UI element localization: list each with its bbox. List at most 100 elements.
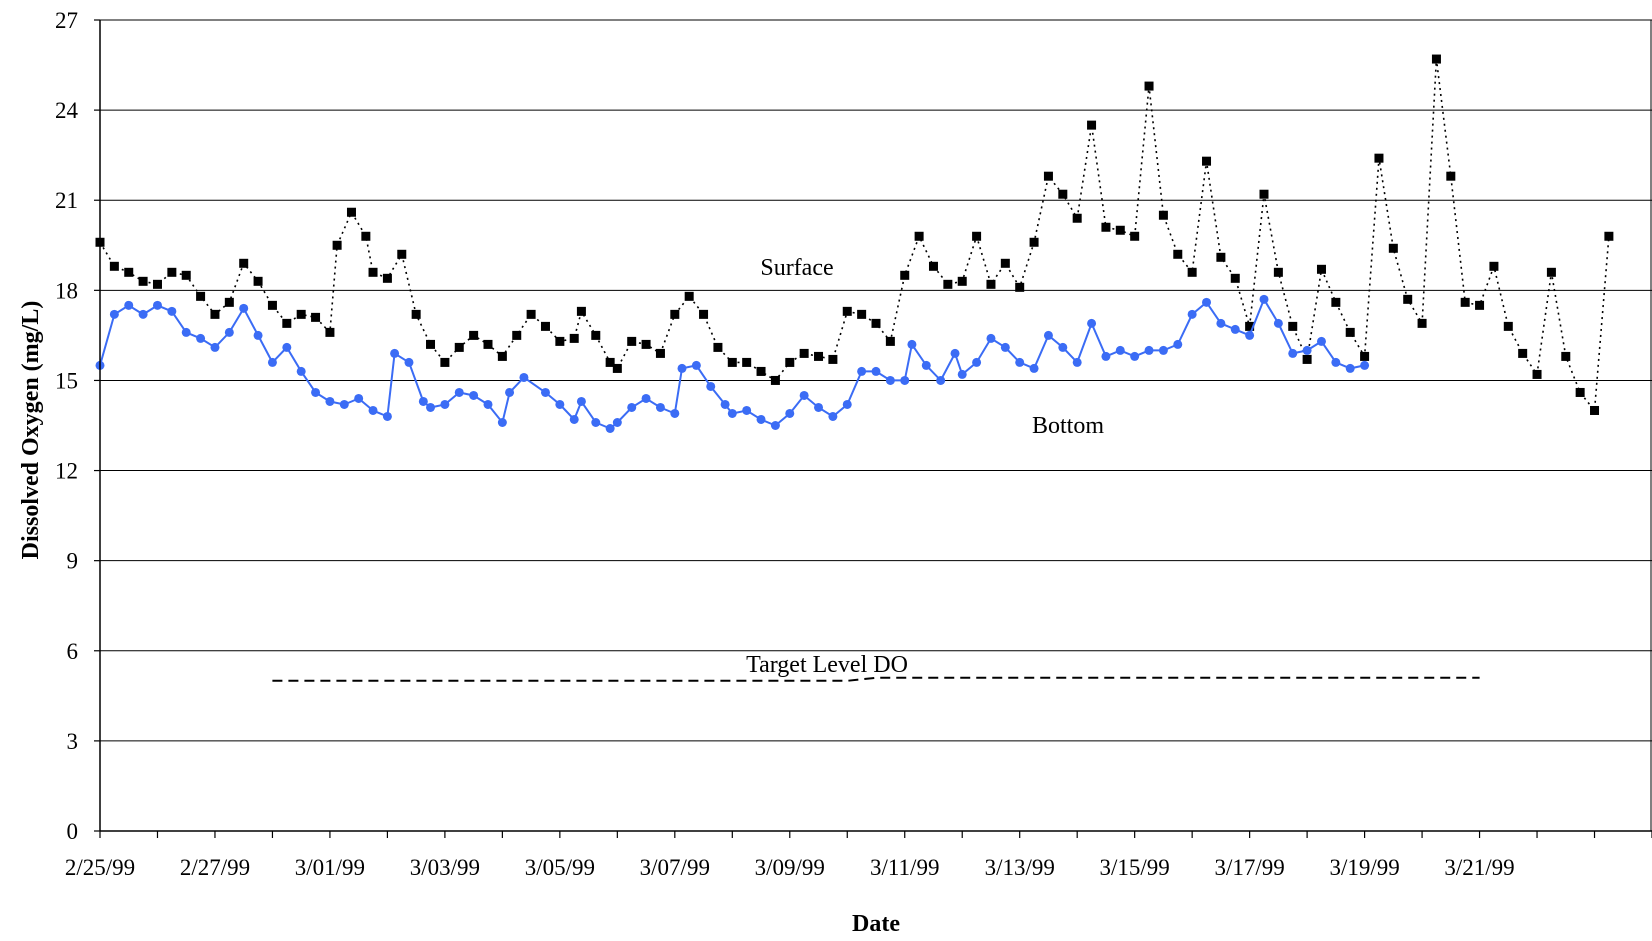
surface-point bbox=[655, 348, 665, 358]
surface-point bbox=[986, 279, 996, 289]
bottom-point bbox=[591, 417, 601, 427]
surface-point bbox=[670, 309, 680, 319]
surface-point bbox=[109, 261, 119, 271]
bottom-point bbox=[1101, 351, 1111, 361]
bottom-point bbox=[152, 300, 162, 310]
surface-point bbox=[1388, 243, 1398, 253]
surface-point bbox=[641, 339, 651, 349]
surface-point bbox=[1158, 210, 1168, 220]
surface-point bbox=[296, 309, 306, 319]
surface-point bbox=[1000, 258, 1010, 268]
surface-point bbox=[1043, 171, 1053, 181]
surface-point bbox=[411, 309, 421, 319]
bottom-point bbox=[720, 399, 730, 409]
annotation-surface: Surface bbox=[760, 255, 833, 281]
bottom-point bbox=[1360, 360, 1370, 370]
bottom-point bbox=[1115, 345, 1125, 355]
surface-point bbox=[555, 336, 565, 346]
bottom-point bbox=[770, 421, 780, 430]
bottom-point bbox=[742, 405, 752, 415]
bottom-point bbox=[814, 402, 824, 412]
surface-point bbox=[497, 351, 507, 361]
bottom-point bbox=[1144, 345, 1154, 355]
bottom-point bbox=[540, 387, 550, 397]
surface-point bbox=[1316, 264, 1326, 274]
bottom-point bbox=[505, 387, 515, 397]
surface-point bbox=[1460, 297, 1470, 307]
bottom-point bbox=[828, 411, 838, 421]
x-tick-label: 3/07/99 bbox=[640, 855, 710, 880]
surface-series bbox=[95, 54, 1614, 415]
bottom-point bbox=[296, 366, 306, 376]
surface-point bbox=[368, 267, 378, 277]
surface-point bbox=[1115, 225, 1125, 235]
y-tick-label: 0 bbox=[67, 819, 79, 844]
surface-point bbox=[540, 321, 550, 331]
bottom-point bbox=[842, 399, 852, 409]
y-tick-label: 12 bbox=[55, 459, 78, 484]
surface-point bbox=[928, 261, 938, 271]
bottom-point bbox=[253, 330, 263, 340]
surface-point bbox=[239, 258, 249, 268]
bottom-point bbox=[454, 387, 464, 397]
bottom-point bbox=[267, 357, 277, 367]
surface-point bbox=[196, 291, 206, 301]
bottom-point bbox=[390, 348, 400, 358]
bottom-point bbox=[354, 393, 364, 403]
surface-point bbox=[138, 276, 148, 286]
surface-point bbox=[1561, 351, 1571, 361]
surface-point bbox=[1374, 153, 1384, 163]
bottom-point bbox=[885, 375, 895, 385]
x-tick-labels: 2/25/99 2/27/99 3/01/99 3/03/99 3/05/99 3/07/… bbox=[65, 855, 1515, 880]
bottom-point bbox=[382, 411, 392, 421]
bottom-point bbox=[756, 414, 766, 424]
bottom-point bbox=[1288, 348, 1298, 358]
bottom-point bbox=[1187, 309, 1197, 319]
bottom-point bbox=[569, 414, 579, 424]
surface-point bbox=[1518, 348, 1528, 358]
surface-point bbox=[267, 300, 277, 310]
surface-point bbox=[627, 336, 637, 346]
surface-point bbox=[612, 363, 622, 373]
bottom-point bbox=[655, 402, 665, 412]
bottom-point bbox=[282, 342, 292, 352]
bottom-point bbox=[670, 408, 680, 418]
surface-point bbox=[1130, 231, 1140, 241]
y-tick-label: 3 bbox=[67, 729, 79, 754]
bottom-point bbox=[210, 342, 220, 352]
bottom-point bbox=[576, 396, 586, 406]
bottom-point bbox=[857, 366, 867, 376]
surface-point bbox=[972, 231, 982, 241]
bottom-point bbox=[1173, 339, 1183, 349]
bottom-point bbox=[1331, 357, 1341, 367]
bottom-point bbox=[677, 363, 687, 373]
y-tick-label: 6 bbox=[67, 639, 79, 664]
x-tick-label: 3/15/99 bbox=[1100, 855, 1170, 880]
bottom-point bbox=[109, 309, 119, 319]
surface-point bbox=[224, 297, 234, 307]
bottom-point bbox=[972, 357, 982, 367]
bottom-point bbox=[1015, 357, 1025, 367]
bottom-point bbox=[907, 339, 917, 349]
surface-point bbox=[1101, 222, 1111, 232]
x-axis-title: Date bbox=[852, 911, 900, 937]
surface-point bbox=[152, 279, 162, 289]
surface-point bbox=[885, 336, 895, 346]
surface-point bbox=[699, 309, 709, 319]
annotation-target: Target Level DO bbox=[746, 652, 908, 678]
surface-point bbox=[426, 339, 436, 349]
surface-point bbox=[842, 306, 852, 316]
bottom-point bbox=[325, 396, 335, 406]
x-tick-label: 2/27/99 bbox=[180, 855, 250, 880]
x-tick-label: 3/21/99 bbox=[1444, 855, 1514, 880]
bottom-point bbox=[1216, 318, 1226, 328]
y-tick-label: 18 bbox=[55, 278, 78, 303]
bottom-point bbox=[1043, 330, 1053, 340]
bottom-point bbox=[957, 369, 967, 379]
bottom-point bbox=[605, 424, 615, 434]
surface-point bbox=[1216, 252, 1226, 262]
y-tick-label: 21 bbox=[55, 188, 78, 213]
bottom-point bbox=[497, 417, 507, 427]
bottom-point bbox=[483, 399, 493, 409]
